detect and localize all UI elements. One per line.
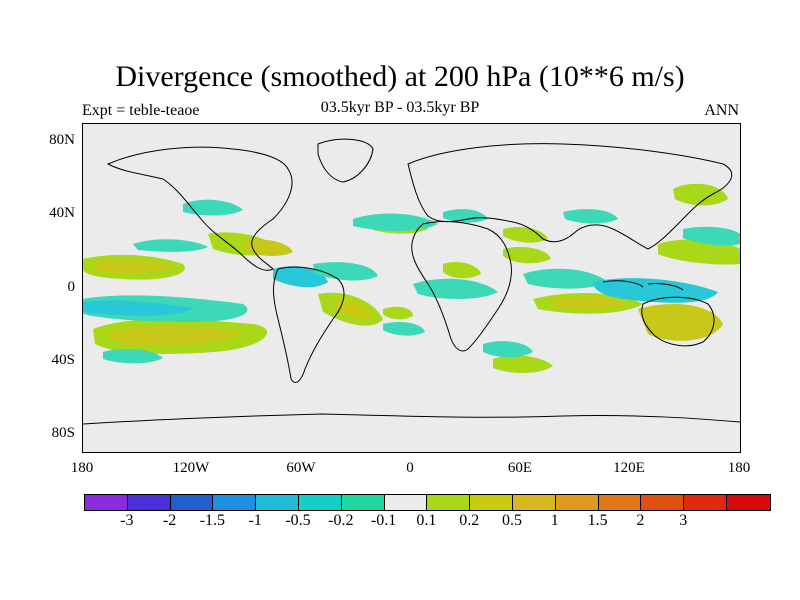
neg-patch-mediterranean <box>443 209 488 223</box>
neg-patch-pacific-n <box>133 239 208 252</box>
pos-patch-east-africa <box>443 262 481 279</box>
colorbar-box <box>726 495 770 510</box>
pos-patch-south-america-core <box>333 298 373 320</box>
neg-patch-maritime <box>593 278 718 303</box>
colorbar-box <box>384 495 428 510</box>
colorbar-label: -1.5 <box>199 512 226 529</box>
lon-label-180w: 180 <box>70 460 94 476</box>
coast-eurasia <box>407 143 733 250</box>
lat-label-80n: 80N <box>49 132 75 148</box>
colorbar-label: -1 <box>248 512 262 529</box>
lat-label-equator: 0 <box>67 279 76 295</box>
pos-patch-pacific-nw <box>673 183 728 206</box>
neg-patch-pacific-w <box>683 226 740 246</box>
colorbar-label: 0.1 <box>416 512 437 529</box>
pos-patch-pacific-nw2 <box>658 239 740 265</box>
pos-patch-pacific-s-core <box>108 326 243 347</box>
colorbar-label: -0.5 <box>285 512 311 529</box>
colorbar-box <box>85 495 128 510</box>
colorbar-label: -0.1 <box>370 512 397 529</box>
pos-patch-atlantic-s <box>493 355 553 373</box>
colorbar-box <box>470 495 513 510</box>
divergence-map <box>83 138 740 425</box>
colorbar-box <box>170 495 214 510</box>
colorbar-label: -3 <box>120 512 134 529</box>
lon-label-60e: 60E <box>507 460 533 476</box>
colorbar-box <box>341 495 385 510</box>
map-panel <box>82 123 741 453</box>
pos-patch-caribbean <box>243 239 293 256</box>
neg-patch-indian-n <box>523 268 608 289</box>
colorbar-label: 1 <box>550 512 559 529</box>
pos-patch-africa-east <box>503 227 548 243</box>
divergence-negative-regions <box>83 199 740 364</box>
neg-patch-south-america-n <box>273 266 328 288</box>
neg-patch-pacific-s <box>103 348 163 364</box>
period-label: 03.5kyr BP - 03.5kyr BP <box>320 99 480 116</box>
neg-patch-africa <box>413 278 498 299</box>
colorbar-box <box>298 495 342 510</box>
neg-patch-atlantic-subtrop <box>353 213 438 231</box>
colorbar-box <box>427 495 471 510</box>
lat-label-80s: 80S <box>51 425 75 441</box>
pos-patch-pacific-n-core <box>93 259 173 274</box>
lat-label-40s: 40S <box>51 352 75 368</box>
colorbar-label: 2 <box>636 512 645 529</box>
neg-patch-atlantic-eq <box>313 262 378 281</box>
coast-australia <box>641 296 715 347</box>
map-title: Divergence (smoothed) at 200 hPa (10**6 … <box>115 60 685 93</box>
colorbar-box <box>598 495 642 510</box>
season-label: ANN <box>704 102 739 119</box>
colorbar <box>84 494 771 511</box>
neg-patch-atlantic-n <box>183 199 243 216</box>
lon-label-120w: 120W <box>172 460 210 476</box>
lon-label-180e: 180 <box>727 460 751 476</box>
coastlines <box>83 138 740 425</box>
colorbar-label: -2 <box>162 512 177 529</box>
coast-antarctica <box>83 413 740 425</box>
coast-greenland <box>317 138 374 183</box>
colorbar-label: -0.2 <box>328 512 354 529</box>
coast-north-america <box>106 146 293 271</box>
colorbar-label: 0.5 <box>502 512 522 529</box>
colorbar-box <box>127 495 171 510</box>
colorbar-label: 0.2 <box>459 512 480 529</box>
neg-patch-china <box>563 209 618 224</box>
pos-patch-arabia <box>503 247 551 264</box>
neg-patch-pacific-eq-core <box>83 300 193 316</box>
pos-patch-australia <box>638 304 723 341</box>
colorbar-box <box>641 495 685 510</box>
colorbar-box <box>555 495 599 510</box>
experiment-label: Expt = teble-teaoe <box>82 102 200 119</box>
coast-indonesia <box>602 280 684 291</box>
colorbar-label: 1.5 <box>587 512 608 529</box>
colorbar-label: 3 <box>679 512 688 529</box>
lon-label-0: 0 <box>406 460 414 476</box>
neg-patch-atlantic-s <box>383 321 425 336</box>
colorbar-box <box>684 495 727 510</box>
coast-africa <box>411 221 512 352</box>
pos-patch-indian-core <box>553 296 628 310</box>
colorbar-box <box>256 495 299 510</box>
colorbar-box <box>512 495 556 510</box>
colorbar-box <box>213 495 257 510</box>
lat-label-40n: 40N <box>49 205 75 221</box>
lon-label-60w: 60W <box>286 460 316 476</box>
neg-patch-africa-s <box>483 341 533 358</box>
coast-south-america <box>273 266 345 383</box>
lon-label-120e: 120E <box>613 460 645 476</box>
pos-patch-atlantic-mid <box>383 306 413 320</box>
